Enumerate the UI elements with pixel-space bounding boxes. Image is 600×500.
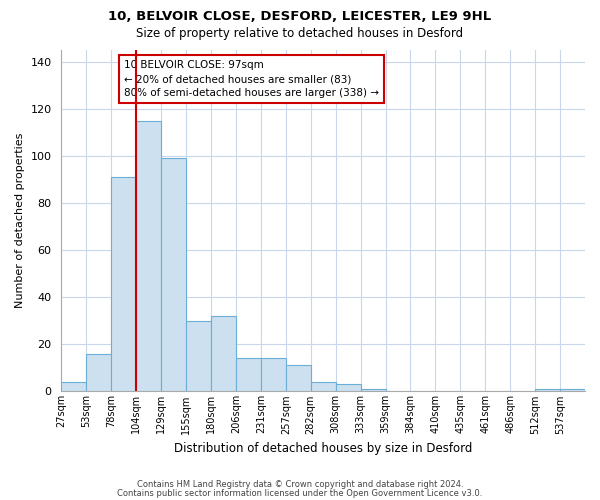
Text: Contains HM Land Registry data © Crown copyright and database right 2024.: Contains HM Land Registry data © Crown c…	[137, 480, 463, 489]
Bar	[261, 358, 286, 392]
Text: 10, BELVOIR CLOSE, DESFORD, LEICESTER, LE9 9HL: 10, BELVOIR CLOSE, DESFORD, LEICESTER, L…	[109, 10, 491, 23]
Bar	[361, 389, 386, 392]
Bar	[236, 358, 261, 392]
Bar	[311, 382, 335, 392]
X-axis label: Distribution of detached houses by size in Desford: Distribution of detached houses by size …	[174, 442, 472, 455]
Bar	[161, 158, 186, 392]
Text: Size of property relative to detached houses in Desford: Size of property relative to detached ho…	[136, 28, 464, 40]
Bar	[61, 382, 86, 392]
Bar	[211, 316, 236, 392]
Bar	[111, 177, 136, 392]
Bar	[186, 321, 211, 392]
Bar	[335, 384, 361, 392]
Bar	[86, 354, 111, 392]
Bar	[286, 366, 311, 392]
Text: 10 BELVOIR CLOSE: 97sqm
← 20% of detached houses are smaller (83)
80% of semi-de: 10 BELVOIR CLOSE: 97sqm ← 20% of detache…	[124, 60, 379, 98]
Bar	[136, 120, 161, 392]
Bar	[560, 389, 585, 392]
Text: Contains public sector information licensed under the Open Government Licence v3: Contains public sector information licen…	[118, 488, 482, 498]
Bar	[535, 389, 560, 392]
Y-axis label: Number of detached properties: Number of detached properties	[15, 133, 25, 308]
